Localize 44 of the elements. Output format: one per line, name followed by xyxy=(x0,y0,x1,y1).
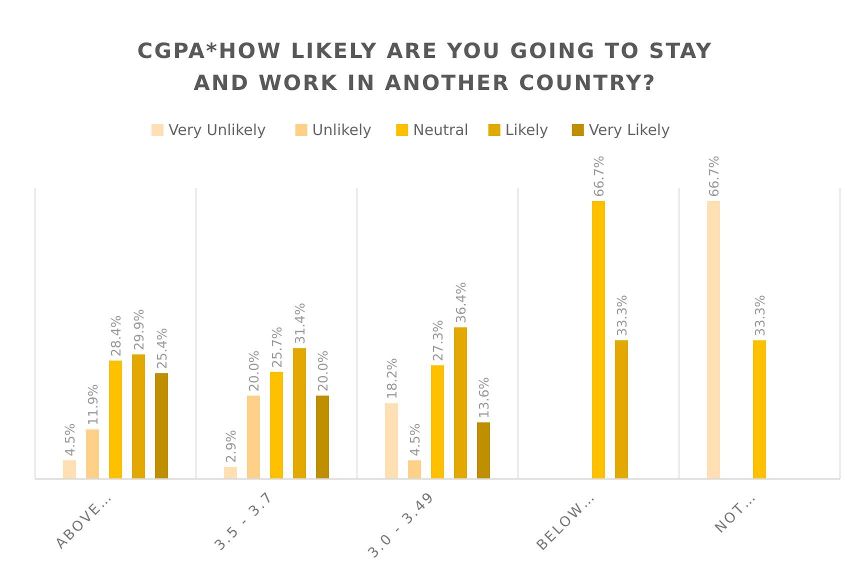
data-label: 66.7% xyxy=(708,156,722,197)
data-label: 27.3% xyxy=(432,320,446,362)
bar xyxy=(615,340,628,479)
legend-label: Likely xyxy=(505,121,548,139)
data-label: 18.2% xyxy=(386,358,400,400)
data-label: 13.6% xyxy=(478,377,492,418)
legend-label: Very Unlikely xyxy=(168,121,266,139)
bar xyxy=(592,201,605,479)
data-label: 25.4% xyxy=(156,328,170,370)
bar xyxy=(247,396,260,479)
bar xyxy=(270,372,283,479)
data-label: 11.9% xyxy=(86,384,102,426)
data-label: 29.9% xyxy=(132,309,148,350)
legend-label: Very Likely xyxy=(588,121,670,139)
bar xyxy=(707,201,720,479)
bar xyxy=(63,460,76,479)
bar xyxy=(316,396,329,479)
bar xyxy=(132,354,145,479)
data-label: 4.5% xyxy=(64,423,78,456)
bar xyxy=(86,429,99,479)
data-label: 25.7% xyxy=(270,326,286,368)
data-label: 4.5% xyxy=(408,423,424,456)
chart-title: CGPA*HOW LIKELY ARE YOU GOING TO STAY AND WORK IN ANOTHER COUNTRY? xyxy=(137,39,713,95)
legend-label: Neutral xyxy=(413,121,468,139)
bar xyxy=(224,466,237,479)
bar xyxy=(454,327,467,479)
data-label: 20.0% xyxy=(316,350,332,392)
legend-label: Unlikely xyxy=(312,121,372,139)
data-label: 33.3% xyxy=(616,294,630,336)
data-label: 33.3% xyxy=(754,294,768,336)
bar xyxy=(293,348,306,479)
data-label: 28.4% xyxy=(110,315,124,357)
data-label: 36.4% xyxy=(454,282,470,324)
bar xyxy=(109,360,122,479)
bar xyxy=(408,460,421,479)
bar xyxy=(753,340,766,479)
data-label: 31.4% xyxy=(294,302,308,344)
data-label: 66.7% xyxy=(592,156,608,197)
data-label: 2.9% xyxy=(224,430,240,463)
bar xyxy=(155,373,168,479)
data-label: 20.0% xyxy=(248,350,262,392)
bar xyxy=(385,403,398,479)
bar xyxy=(477,422,490,479)
bar xyxy=(431,365,444,479)
